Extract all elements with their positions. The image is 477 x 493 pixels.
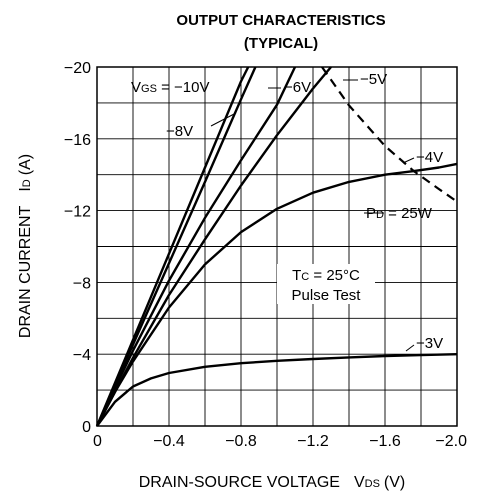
grid: [97, 67, 457, 426]
label-8v: −8V: [166, 123, 193, 140]
y-tick-label: −12: [64, 204, 91, 221]
tick-labels: 0 −0.4 −0.8 −1.2 −1.6 −2.0 0 −4 −8 −12 −16 −20: [64, 60, 467, 450]
x-tick-label: −2.0: [435, 433, 467, 450]
pulse-test-label: Pulse Test: [292, 287, 362, 304]
y-axis-label: DRAIN CURRENTID(A): [17, 154, 34, 338]
leader-4v: [402, 157, 415, 164]
curves: [95, 66, 458, 427]
vgs-label: VGS = −10V: [131, 79, 209, 96]
chart-title: OUTPUT CHARACTERISTICS: [176, 12, 385, 29]
x-tick-label: 0: [93, 433, 102, 450]
y-tick-label: 0: [82, 419, 91, 436]
series-line: [95, 66, 332, 427]
label-6v: −6V: [284, 79, 311, 96]
y-tick-label: −20: [64, 60, 91, 77]
y-tick-label: −16: [64, 132, 91, 149]
label-4v: −4V: [416, 149, 443, 166]
x-tick-label: −1.2: [297, 433, 329, 450]
x-tick-label: −0.8: [225, 433, 257, 450]
label-5v: −5V: [360, 71, 387, 88]
y-tick-label: −8: [73, 275, 91, 292]
x-axis-label: DRAIN-SOURCE VOLTAGE VDS (V): [139, 474, 406, 491]
tc-label-bg: [277, 264, 375, 304]
series-line: [96, 353, 458, 427]
label-pd: PD = 25W: [366, 205, 433, 222]
leader-lines: [210, 79, 415, 352]
chart-subtitle: (TYPICAL): [244, 35, 318, 52]
y-tick-label: −4: [73, 347, 91, 364]
x-tick-label: −0.4: [153, 433, 185, 450]
power-limit-line: [321, 66, 458, 203]
plot-frame: [96, 66, 458, 427]
x-tick-label: −1.6: [369, 433, 401, 450]
tc-label: TC = 25°C: [292, 267, 360, 284]
leader-3v: [405, 344, 415, 352]
leader-8v: [210, 112, 237, 127]
series-line: [95, 66, 250, 427]
series-line: [95, 66, 257, 427]
label-3v: −3V: [416, 335, 443, 352]
series-line: [95, 66, 297, 427]
